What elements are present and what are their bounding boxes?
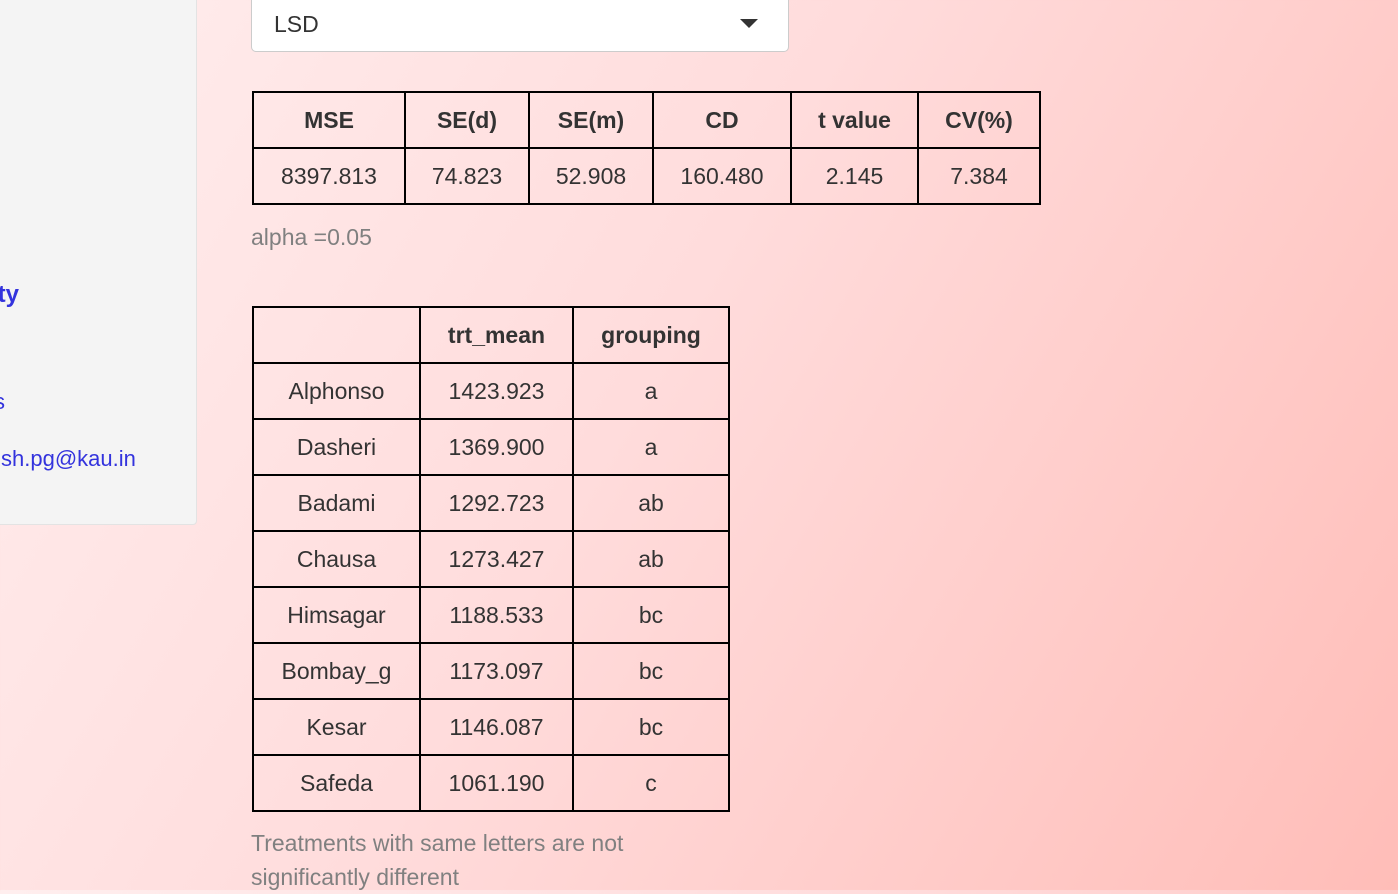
grouping-note: Treatments with same letters are not sig… — [251, 830, 624, 890]
header-cd: CD — [652, 91, 792, 149]
table-row: Kesar 1146.087 bc — [252, 698, 730, 756]
table-row: Chausa 1273.427 ab — [252, 530, 730, 588]
alpha-note: alpha =0.05 — [251, 224, 372, 250]
cell-cd: 160.480 — [652, 147, 792, 205]
method-select[interactable]: LSD — [251, 0, 789, 52]
table-row: Alphonso 1423.923 a — [252, 362, 730, 420]
cell-treatment: Alphonso — [252, 362, 421, 420]
table-row: Badami 1292.723 ab — [252, 474, 730, 532]
sidebar-title-link[interactable]: ity — [0, 281, 20, 308]
table-header-row: MSE SE(d) SE(m) CD t value CV(%) — [252, 91, 1041, 149]
table-header-row: trt_mean grouping — [252, 306, 730, 364]
cell-grouping: ab — [572, 474, 730, 532]
header-trt-mean: trt_mean — [419, 306, 574, 364]
cell-trt-mean: 1146.087 — [419, 698, 574, 756]
header-treatment — [252, 306, 421, 364]
cell-grouping: a — [572, 418, 730, 476]
stats-table: MSE SE(d) SE(m) CD t value CV(%) 8397.81… — [252, 91, 1041, 205]
sidebar-email-link[interactable]: sh.pg@kau.in — [1, 446, 136, 471]
cell-treatment: Kesar — [252, 698, 421, 756]
cell-grouping: a — [572, 362, 730, 420]
cell-grouping: c — [572, 754, 730, 812]
sidebar-panel: ity s sh.pg@kau.in — [0, 0, 197, 525]
table-row: 8397.813 74.823 52.908 160.480 2.145 7.3… — [252, 147, 1041, 205]
cell-trt-mean: 1369.900 — [419, 418, 574, 476]
cell-trt-mean: 1423.923 — [419, 362, 574, 420]
method-select-value: LSD — [274, 11, 319, 37]
chevron-down-icon — [740, 19, 758, 28]
header-mse: MSE — [252, 91, 406, 149]
header-grouping: grouping — [572, 306, 730, 364]
cell-grouping: bc — [572, 642, 730, 700]
cell-treatment: Dasheri — [252, 418, 421, 476]
cell-grouping: ab — [572, 530, 730, 588]
grouping-table: trt_mean grouping Alphonso 1423.923 a Dashe… — [252, 306, 730, 812]
table-row: Dasheri 1369.900 a — [252, 418, 730, 476]
cell-trt-mean: 1173.097 — [419, 642, 574, 700]
cell-trt-mean: 1188.533 — [419, 586, 574, 644]
cell-t-value: 2.145 — [790, 147, 919, 205]
cell-trt-mean: 1061.190 — [419, 754, 574, 812]
cell-treatment: Bombay_g — [252, 642, 421, 700]
sidebar-text: s — [0, 389, 5, 415]
cell-cv: 7.384 — [917, 147, 1041, 205]
cell-mse: 8397.813 — [252, 147, 406, 205]
cell-grouping: bc — [572, 586, 730, 644]
cell-treatment: Chausa — [252, 530, 421, 588]
cell-sem: 52.908 — [528, 147, 654, 205]
table-row: Safeda 1061.190 c — [252, 754, 730, 812]
cell-sed: 74.823 — [404, 147, 530, 205]
table-row: Bombay_g 1173.097 bc — [252, 642, 730, 700]
header-cv: CV(%) — [917, 91, 1041, 149]
cell-treatment: Himsagar — [252, 586, 421, 644]
cell-trt-mean: 1273.427 — [419, 530, 574, 588]
cell-grouping: bc — [572, 698, 730, 756]
header-sem: SE(m) — [528, 91, 654, 149]
table-row: Himsagar 1188.533 bc — [252, 586, 730, 644]
cell-treatment: Badami — [252, 474, 421, 532]
header-t-value: t value — [790, 91, 919, 149]
header-sed: SE(d) — [404, 91, 530, 149]
cell-treatment: Safeda — [252, 754, 421, 812]
cell-trt-mean: 1292.723 — [419, 474, 574, 532]
